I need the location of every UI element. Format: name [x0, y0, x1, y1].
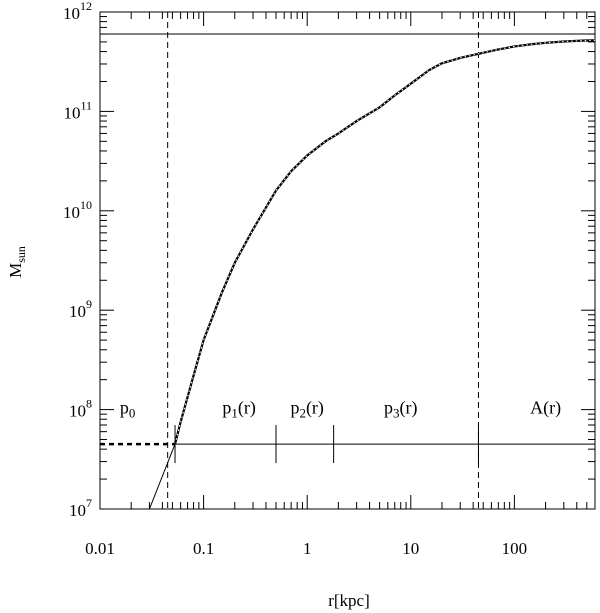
series-1-dots [174, 39, 596, 445]
x-tick-label-2: 1 [303, 539, 312, 558]
region-label-3: p3(r) [384, 397, 417, 420]
x-tick-label-4: 100 [502, 539, 528, 558]
y-tick-label-5: 1012 [63, 0, 92, 23]
series-2-line [148, 443, 176, 510]
region-label-2: p2(r) [290, 397, 323, 420]
x-axis-label: r[kpc] [328, 591, 370, 610]
region-label-4: A(r) [530, 397, 561, 418]
y-axis-label-main: M [6, 263, 25, 278]
plot-frame [99, 11, 596, 510]
series-1-line [173, 39, 596, 445]
y-tick-label-0: 107 [69, 496, 92, 520]
y-tick-label-4: 1011 [63, 98, 92, 122]
y-tick-label-3: 1010 [63, 198, 92, 222]
x-tick-label-3: 10 [402, 539, 419, 558]
x-tick-label-1: 0.1 [193, 539, 214, 558]
x-tick-label-0: 0.01 [85, 539, 115, 558]
y-axis-label: Msun [6, 246, 28, 278]
y-tick-label-2: 109 [69, 297, 92, 321]
region-label-1: p1(r) [222, 397, 255, 420]
region-label-0: p0 [120, 397, 136, 420]
y-axis-label-sub: sun [14, 246, 28, 263]
y-tick-label-1: 108 [69, 397, 92, 421]
